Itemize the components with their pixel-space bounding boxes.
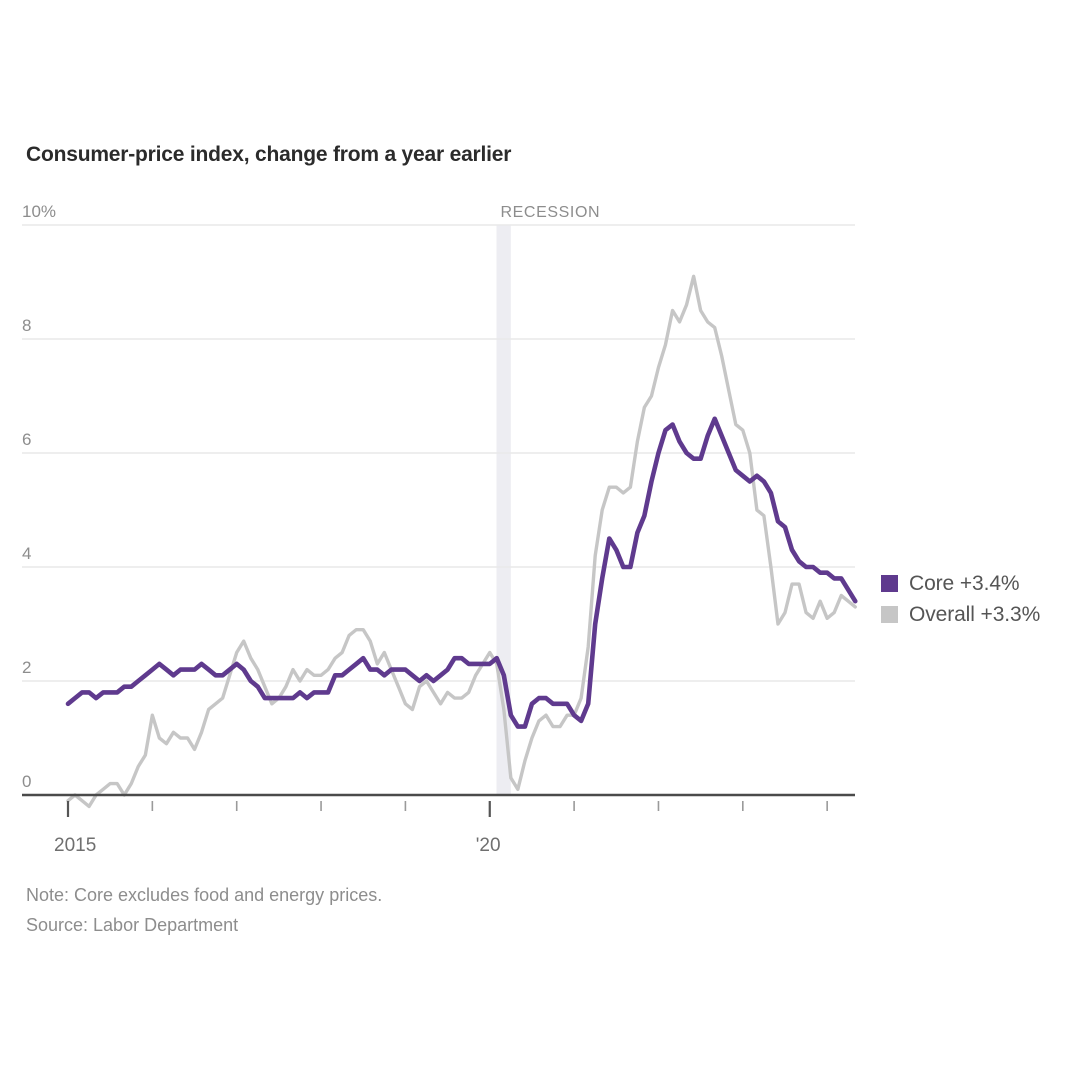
legend-label-overall: Overall +3.3% [909, 602, 1041, 626]
recession-label-text: RECESSION [501, 204, 601, 221]
y-tick-label: 8 [22, 316, 31, 335]
gridlines [22, 224, 855, 682]
chart-footnotes: Note: Core excludes food and energy pric… [26, 880, 382, 940]
x-tick-label: 2015 [54, 835, 96, 856]
y-tick-label: 2 [22, 658, 31, 677]
source-text: Source: Labor Department [26, 915, 239, 935]
x-tick-label: '20 [476, 835, 501, 856]
recession-band [496, 225, 511, 795]
legend-swatch-overall [881, 606, 898, 623]
series-line [65, 416, 858, 729]
legend-label-core: Core +3.4% [909, 571, 1020, 595]
legend-swatch-core [881, 575, 898, 592]
series-line [66, 274, 857, 809]
legend-item-overall: Overall +3.3% [881, 599, 1040, 630]
y-axis-labels: 0 2 4 6 8 10% [22, 202, 56, 791]
series-lines [65, 274, 858, 809]
chart-legend: Core +3.4% Overall +3.3% [881, 568, 1040, 630]
recession-annotation-label: RECESSION [501, 204, 601, 221]
y-tick-label: 4 [22, 544, 31, 563]
x-axis-labels: 2015 '20 [54, 835, 501, 856]
page-title: Consumer-price index, change from a year… [26, 143, 512, 166]
x-axis-ticks [66, 801, 828, 817]
y-tick-label: 10% [22, 202, 56, 221]
legend-item-core: Core +3.4% [881, 568, 1040, 599]
y-tick-label: 6 [22, 430, 31, 449]
note-text: Note: Core excludes food and energy pric… [26, 885, 383, 905]
y-tick-label: 0 [22, 772, 31, 791]
